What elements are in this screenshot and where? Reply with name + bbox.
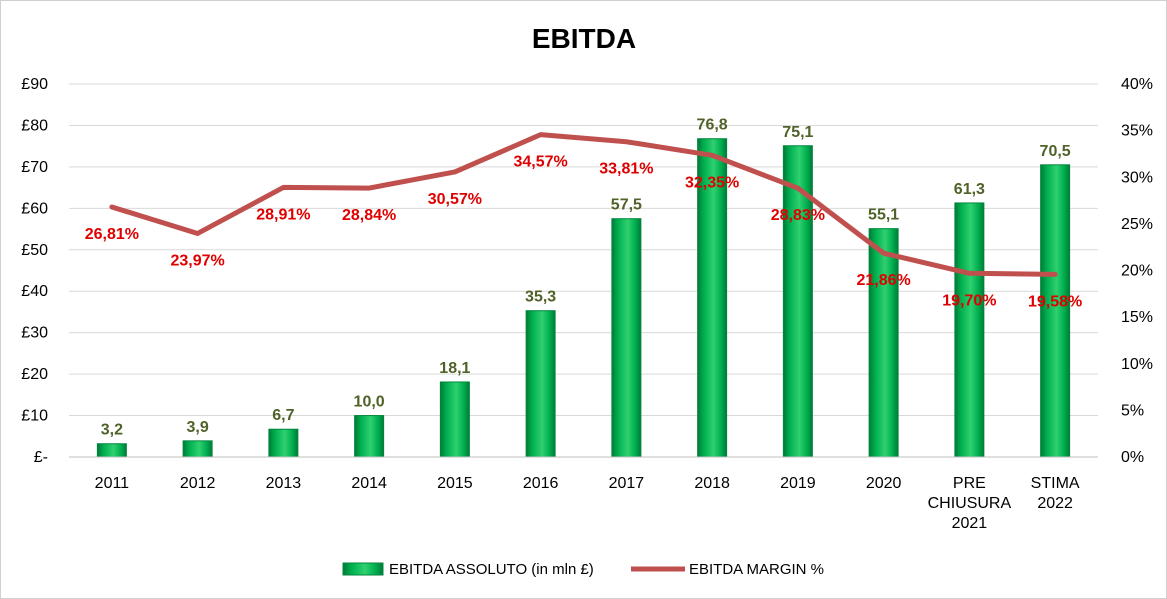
legend-bar-label: EBITDA ASSOLUTO (in mln £) <box>389 561 594 578</box>
bar-value-label: 3,9 <box>187 419 209 436</box>
bar-value-label: 55,1 <box>868 207 899 224</box>
y-right-tick-label: 25% <box>1121 216 1153 233</box>
margin-value-label: 19,58% <box>1028 293 1082 310</box>
bar <box>1040 164 1071 458</box>
y-left-tick-label: £50 <box>21 242 48 259</box>
x-tick-label: 2013 <box>266 475 302 492</box>
x-tick-label: 2016 <box>523 475 559 492</box>
x-tick-label: STIMA 2022 <box>1031 475 1080 512</box>
margin-line <box>109 132 1058 277</box>
x-tick-label: 2019 <box>780 475 816 492</box>
bar <box>868 228 899 458</box>
bar <box>525 310 556 458</box>
bar-value-label: 35,3 <box>525 289 556 306</box>
bar <box>96 443 127 458</box>
bar <box>954 202 985 458</box>
legend-line-label: EBITDA MARGIN % <box>689 561 824 578</box>
bar <box>782 145 813 458</box>
y-right-tick-label: 30% <box>1121 169 1153 186</box>
chart-title: EBITDA <box>532 23 636 54</box>
x-tick-label: 2011 <box>95 475 130 492</box>
y-right-tick-label: 10% <box>1121 356 1153 373</box>
bar-value-label: 75,1 <box>782 124 813 141</box>
bar <box>268 428 299 458</box>
bar <box>439 381 470 458</box>
bar-value-label: 61,3 <box>954 181 985 198</box>
bar-series <box>96 138 1071 458</box>
gridlines <box>69 83 1098 417</box>
y-right-tick-label: 20% <box>1121 263 1153 280</box>
margin-value-label: 32,35% <box>685 174 739 191</box>
legend-bar-swatch <box>342 562 384 576</box>
y-left-tick-label: £40 <box>21 283 48 300</box>
bar-value-label: 6,7 <box>272 407 294 424</box>
x-tick-label: 2014 <box>351 475 387 492</box>
bar <box>697 138 728 458</box>
x-tick-label: 2020 <box>866 475 902 492</box>
bar-value-label: 76,8 <box>697 117 728 134</box>
margin-value-label: 30,57% <box>428 191 482 208</box>
legend: EBITDA ASSOLUTO (in mln £) EBITDA MARGIN … <box>342 561 824 578</box>
bar-value-label: 18,1 <box>439 360 470 377</box>
y-left-tick-label: £10 <box>21 408 48 425</box>
margin-value-label: 34,57% <box>513 154 567 171</box>
margin-value-label: 28,84% <box>342 207 396 224</box>
bar <box>354 415 385 458</box>
bar <box>611 218 642 458</box>
margin-value-label: 28,83% <box>771 207 825 224</box>
bar-value-label: 3,2 <box>101 422 123 439</box>
axes: £- £10 £20 £30 £40 £50 £60 £70 £80 £90 0% 5% 10% 15% 2… <box>21 76 1153 532</box>
margin-value-label: 19,70% <box>942 292 996 309</box>
bar-value-label: 70,5 <box>1040 143 1071 160</box>
y-left-tick-label: £20 <box>21 366 48 383</box>
margin-value-label: 21,86% <box>856 272 910 289</box>
data-labels: 3,2 3,9 6,7 10,0 18,1 35,3 57,5 76,8 75,1 55,1 61,… <box>85 117 1083 439</box>
y-left-tick-label: £70 <box>21 159 48 176</box>
y-left-tick-label: £30 <box>21 325 48 342</box>
x-tick-label: 2012 <box>180 475 216 492</box>
bar <box>182 440 213 458</box>
x-tick-label: 2015 <box>437 475 473 492</box>
x-tick-label: PRE CHIUSURA 2021 <box>928 475 1012 532</box>
margin-value-label: 26,81% <box>85 226 139 243</box>
y-left-tick-label: £80 <box>21 117 48 134</box>
y-right-tick-label: 0% <box>1121 449 1144 466</box>
margin-value-label: 28,91% <box>256 206 310 223</box>
y-left-tick-label: £90 <box>21 76 48 93</box>
bar-value-label: 10,0 <box>354 394 385 411</box>
y-right-tick-label: 35% <box>1121 123 1153 140</box>
x-tick-label: 2018 <box>694 475 730 492</box>
y-left-tick-label: £60 <box>21 200 48 217</box>
margin-value-label: 33,81% <box>599 161 653 178</box>
bar-value-label: 57,5 <box>611 197 642 214</box>
y-right-tick-label: 5% <box>1121 402 1144 419</box>
y-right-tick-label: 40% <box>1121 76 1153 93</box>
line-series <box>109 132 1058 277</box>
y-right-tick-label: 15% <box>1121 309 1153 326</box>
y-left-tick-label: £- <box>34 449 48 466</box>
margin-value-label: 23,97% <box>170 252 224 269</box>
x-tick-label: 2017 <box>609 475 645 492</box>
